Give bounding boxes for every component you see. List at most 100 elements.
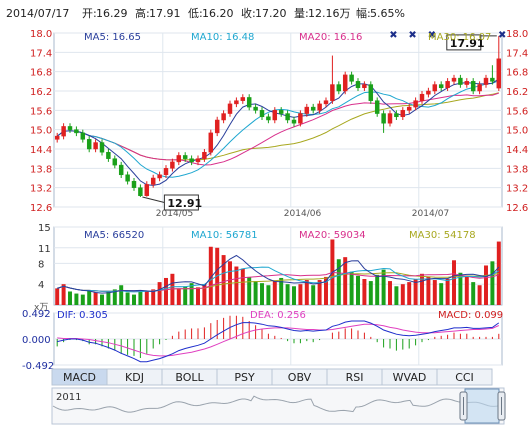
candle-body	[368, 84, 374, 101]
volume-bar	[240, 268, 245, 305]
macd-label: MACD: 0.099	[438, 310, 503, 321]
tab-label[interactable]: CCI	[455, 371, 474, 384]
candle-body	[419, 93, 425, 101]
candle-body	[355, 81, 361, 89]
volume-bar	[464, 276, 469, 305]
price-ma30-label: MA30: 16.07	[428, 32, 491, 43]
tab-cci[interactable]	[436, 368, 493, 386]
candle-body	[93, 142, 98, 150]
candle-body	[317, 103, 322, 111]
tab-label[interactable]: WVAD	[393, 371, 427, 384]
price-panel-frame	[53, 32, 503, 208]
dif-label: DIF: 0.305	[57, 310, 108, 321]
header-open-label: 开:	[82, 7, 97, 20]
volume-bar	[336, 259, 341, 305]
price-ytick-right: 13.2	[506, 184, 528, 195]
candle-body	[221, 113, 226, 121]
volume-bar	[55, 288, 60, 305]
ma20-line	[56, 92, 499, 166]
dif-line	[57, 320, 500, 363]
candle-body	[106, 151, 111, 159]
volume-bar	[80, 294, 85, 305]
volume-ma20-label: MA20: 59034	[299, 230, 366, 241]
volume-bar	[496, 241, 501, 305]
volume-bar	[266, 285, 271, 305]
candle-body	[195, 158, 201, 163]
header-open: 16.29	[96, 7, 128, 20]
candle-body	[304, 106, 310, 114]
volume-bar	[176, 288, 181, 305]
event-marker-icon: ✖	[498, 30, 506, 41]
price-ytick-right: 16.8	[506, 68, 528, 79]
candle-body	[285, 113, 290, 121]
volume-bar	[125, 292, 130, 305]
candle-body	[381, 113, 386, 124]
high-marker-box	[446, 34, 482, 51]
overview-strip	[51, 387, 505, 425]
volume-bar	[349, 271, 354, 305]
price-ytick-right: 14.4	[506, 145, 528, 156]
price-panel	[53, 32, 503, 208]
volume-bar	[157, 282, 162, 305]
candle-body	[67, 126, 73, 130]
candle-body	[131, 180, 137, 188]
price-ytick-left: 17.4	[30, 48, 52, 59]
volume-bar	[304, 280, 309, 305]
tab-label[interactable]: OBV	[288, 371, 312, 384]
candle-body	[387, 113, 393, 124]
tab-label[interactable]: RSI	[346, 371, 364, 384]
volume-ytick: 11	[38, 244, 51, 255]
price-ytick-left: 12.6	[30, 203, 52, 214]
candle-body	[176, 155, 182, 163]
volume-bar	[151, 289, 156, 305]
header-volume: 12.16万	[308, 7, 351, 20]
volume-bar	[445, 279, 450, 305]
price-ytick-right: 13.8	[506, 164, 528, 175]
volume-bar	[208, 246, 213, 305]
volume-bar	[490, 261, 495, 305]
low-marker-box	[163, 194, 199, 211]
tab-label[interactable]: PSY	[234, 371, 255, 384]
volume-bar	[484, 265, 488, 305]
volume-bar	[458, 272, 463, 305]
header-change: 5.65%	[370, 7, 405, 20]
candle-body	[394, 113, 399, 118]
tab-label[interactable]: KDJ	[125, 371, 144, 384]
candle-body	[438, 84, 444, 89]
header-low: 16.20	[202, 7, 234, 20]
candle-body	[61, 126, 66, 137]
volume-bar	[189, 283, 194, 305]
candle-body	[144, 184, 150, 196]
volume-bar	[381, 269, 386, 305]
candle-body	[253, 106, 258, 111]
volume-bar	[144, 291, 149, 305]
tab-label[interactable]: MACD	[63, 371, 96, 384]
tab-label[interactable]: BOLL	[175, 371, 204, 384]
candle-body	[490, 77, 495, 82]
volume-bar	[298, 284, 303, 305]
volume-bar	[221, 255, 226, 305]
candle-body	[451, 77, 457, 82]
price-ytick-right: 18.0	[506, 29, 528, 40]
volume-bar	[196, 287, 200, 305]
candle-body	[464, 81, 470, 85]
volume-bar	[452, 260, 456, 305]
header-high: 17.91	[149, 7, 181, 20]
price-ma10-label: MA10: 16.48	[191, 32, 254, 43]
volume-bar	[68, 291, 72, 305]
volume-bar	[317, 280, 322, 305]
price-ytick-right: 17.4	[506, 48, 528, 59]
volume-bar	[439, 283, 444, 305]
volume-bar	[112, 289, 117, 305]
candle-body	[336, 84, 342, 92]
overview-selection-window[interactable]	[464, 388, 500, 424]
candle-body	[432, 84, 438, 92]
price-ytick-left: 13.8	[30, 164, 52, 175]
candle-body	[298, 113, 303, 124]
event-marker-icon: ✖	[389, 30, 397, 41]
header-close: 17.20	[255, 7, 287, 20]
candle-body	[170, 161, 175, 169]
volume-bar	[477, 285, 482, 305]
ma10-line	[56, 80, 499, 178]
